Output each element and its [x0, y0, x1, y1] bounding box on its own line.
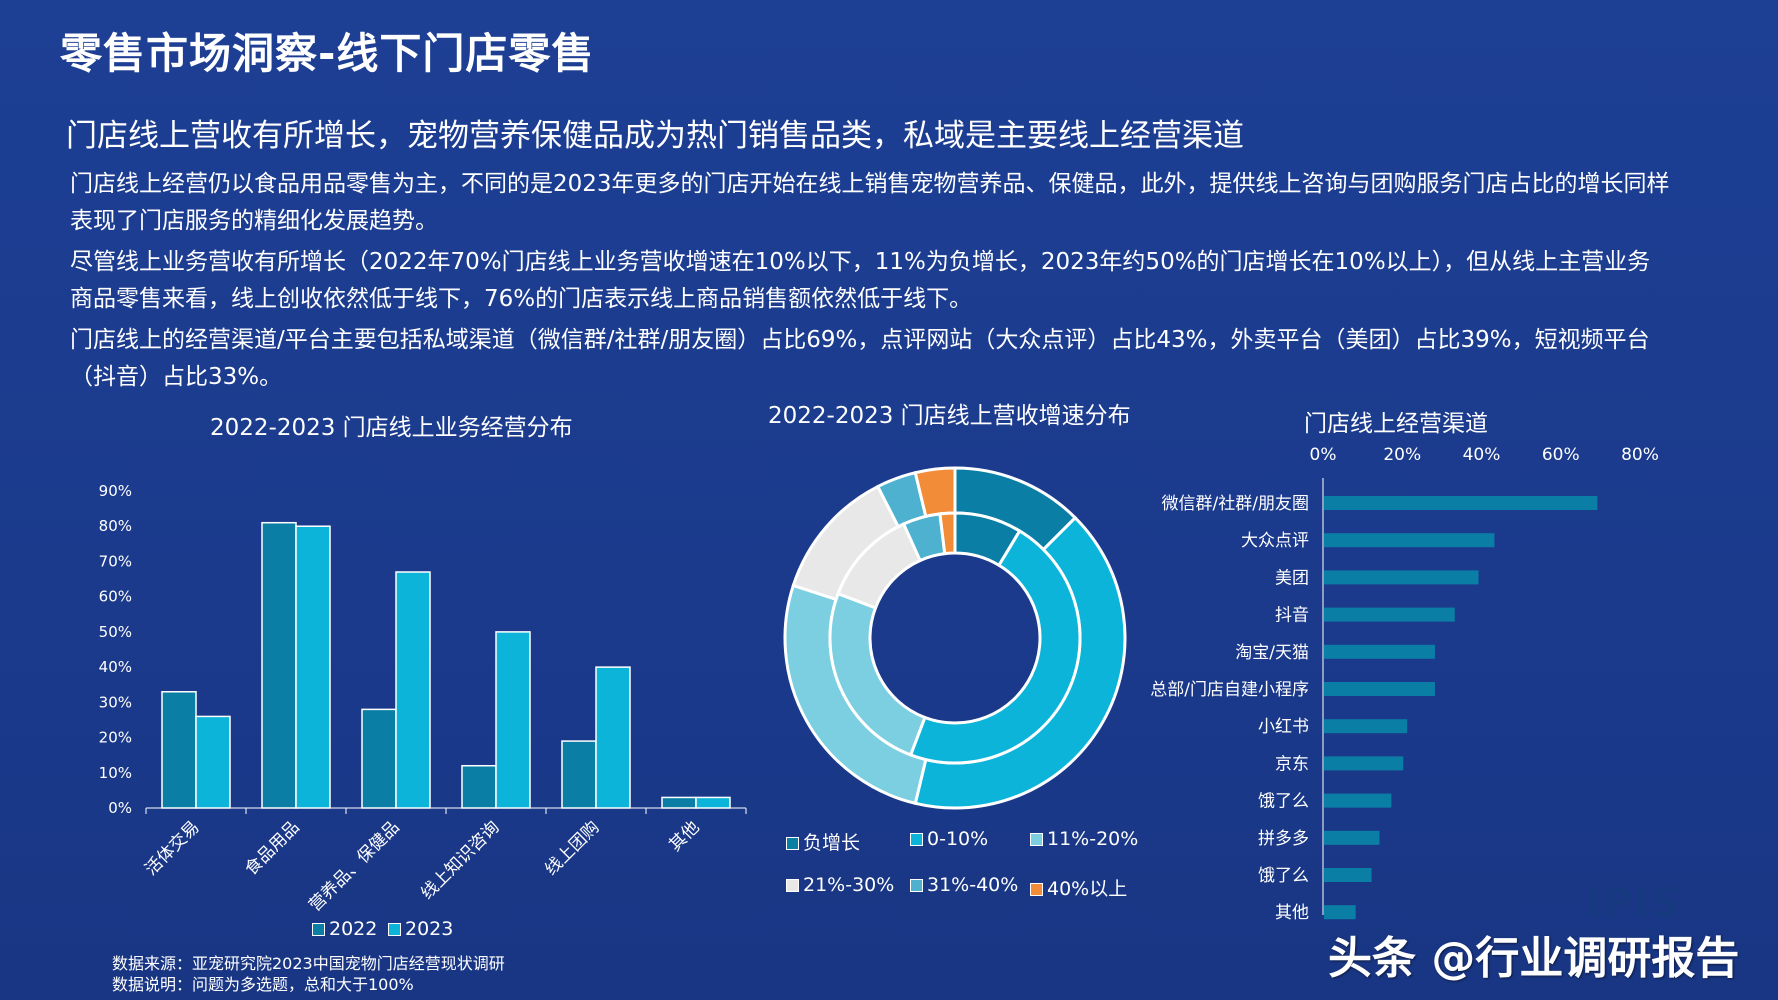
- y-category-label: 京东: [1275, 754, 1309, 774]
- hbar-6: [1324, 719, 1408, 734]
- legend-label-2022: 2022: [329, 918, 378, 940]
- legend-item-0-10: 0-10%: [910, 828, 988, 850]
- legend-item-21-30: 21%-30%: [786, 874, 894, 896]
- legend-swatch: [1030, 833, 1043, 846]
- x-category-label: 其他: [665, 817, 703, 855]
- legend-label: 31%-40%: [927, 874, 1019, 896]
- x-tick-label: 80%: [1621, 445, 1659, 465]
- legend-swatch: [910, 833, 923, 846]
- x-tick-label: 60%: [1542, 445, 1580, 465]
- legend-label: 负增长: [803, 832, 861, 854]
- hbar-10: [1324, 868, 1372, 882]
- donut-chart-title: 2022-2023 门店线上营收增速分布: [768, 403, 1131, 429]
- legend-item-2022: 2022: [312, 918, 377, 940]
- hbar-2: [1324, 570, 1479, 585]
- legend-swatch: [910, 879, 923, 892]
- hbar-1: [1324, 533, 1495, 548]
- bar-2023-5: [695, 796, 731, 809]
- hbar-8: [1324, 793, 1392, 808]
- bar-2023-0: [195, 715, 231, 809]
- business-distribution-bar-chart: 0% 10% 20% 30% 40% 50% 60% 70% 80% 90% 活体交易 食品用品 营养品…: [99, 482, 747, 916]
- legend-swatch-2023: [388, 923, 401, 936]
- legend-swatch-2022: [312, 923, 325, 936]
- data-explanation-note: 数据说明：问题为多选题，总和大于100%: [112, 975, 414, 994]
- bar-2022-3: [461, 764, 497, 809]
- legend-label: 11%-20%: [1047, 828, 1139, 850]
- donut-slice-2023-5: [938, 511, 957, 556]
- hbar-11: [1324, 905, 1356, 920]
- x-tick-label: 0%: [1310, 445, 1337, 465]
- x-category-label: 活体交易: [141, 817, 203, 879]
- y-tick-label: 20%: [99, 729, 132, 747]
- hbar-3: [1324, 607, 1455, 622]
- ipis-logo: IPIS: [1586, 880, 1682, 926]
- y-category-label: 美团: [1275, 568, 1309, 588]
- bar-2022-2: [361, 708, 397, 809]
- x-tick-label: 40%: [1463, 445, 1501, 465]
- y-category-label: 总部/门店自建小程序: [1150, 680, 1309, 700]
- legend-item-40-plus: 40%以上: [1030, 874, 1127, 901]
- bar-2022-1: [261, 521, 297, 809]
- bar-2023-4: [595, 666, 631, 809]
- y-category-label: 大众点评: [1241, 531, 1309, 551]
- bar-2023-1: [295, 525, 331, 809]
- y-tick-label: 10%: [99, 764, 132, 782]
- x-tick-label: 20%: [1383, 445, 1421, 465]
- y-category-label: 淘宝/天猫: [1235, 643, 1309, 663]
- y-tick-label: 70%: [99, 552, 132, 570]
- bar-2022-0: [161, 691, 197, 809]
- y-category-label: 饿了么: [1258, 866, 1309, 886]
- y-tick-label: 90%: [99, 482, 132, 500]
- y-tick-label: 40%: [99, 658, 132, 676]
- bar-chart-title: 2022-2023 门店线上业务经营分布: [210, 415, 573, 441]
- channel-horizontal-bar-chart: 0% 20% 40% 60% 80% 微信群/社群/朋友圈大众点评美团抖音淘宝/天猫总部/…: [1150, 445, 1659, 923]
- paragraph-2: 尽管线上业务营收有所增长（2022年70%门店线上业务营收增速在10%以下，11…: [70, 249, 1651, 312]
- hbar-chart-title: 门店线上经营渠道: [1304, 411, 1488, 437]
- bar-2022-5: [661, 796, 697, 809]
- bar-2023-2: [395, 571, 431, 809]
- y-category-label: 其他: [1275, 903, 1309, 923]
- y-tick-label: 0%: [108, 799, 132, 817]
- y-tick-label: 30%: [99, 693, 132, 711]
- y-tick-label: 80%: [99, 517, 132, 535]
- data-source-note: 数据来源：亚宠研究院2023中国宠物门店经营现状调研: [112, 954, 505, 973]
- legend-item-11-20: 11%-20%: [1030, 828, 1138, 850]
- revenue-growth-donut-chart: [783, 466, 1127, 810]
- y-category-label: 微信群/社群/朋友圈: [1162, 494, 1309, 514]
- donut-slice-2023-1: [908, 528, 1082, 765]
- hbar-7: [1324, 756, 1404, 771]
- subtitle: 门店线上营收有所增长，宠物营养保健品成为热门销售品类，私域是主要线上经营渠道: [66, 118, 1244, 154]
- legend-item-31-40: 31%-40%: [910, 874, 1018, 896]
- legend-swatch: [786, 879, 799, 892]
- x-category-label: 线上知识咨询: [417, 817, 503, 903]
- legend-label: 0-10%: [927, 828, 989, 850]
- legend-label: 40%以上: [1047, 878, 1128, 900]
- donut-chart-legend: 负增长 0-10% 11%-20% 21%-30% 31%-40% 40%以上: [786, 828, 1146, 908]
- paragraph-3: 门店线上的经营渠道/平台主要包括私域渠道（微信群/社群/朋友圈）占比69%，点评…: [70, 327, 1650, 390]
- x-category-label: 线上团购: [541, 817, 603, 879]
- slide-title: 零售市场洞察-线下门店零售: [60, 29, 595, 78]
- paragraph-1: 门店线上经营仍以食品用品零售为主，不同的是2023年更多的门店开始在线上销售宠物…: [70, 171, 1670, 234]
- legend-swatch: [786, 837, 799, 850]
- x-category-label: 营养品、保健品: [305, 817, 403, 915]
- x-category-label: 食品用品: [241, 817, 303, 879]
- y-tick-label: 50%: [99, 623, 132, 641]
- bar-2023-3: [495, 631, 531, 809]
- legend-label: 21%-30%: [803, 874, 895, 896]
- y-category-label: 拼多多: [1258, 829, 1309, 849]
- hbar-9: [1324, 830, 1380, 845]
- y-category-label: 抖音: [1275, 606, 1309, 626]
- legend-item-negative: 负增长: [786, 828, 860, 855]
- watermark: 头条 @行业调研报告: [1328, 933, 1740, 984]
- legend-label-2023: 2023: [405, 918, 454, 940]
- hbar-0: [1324, 496, 1598, 510]
- y-tick-label: 60%: [99, 588, 132, 606]
- legend-swatch: [1030, 883, 1043, 896]
- hbar-4: [1324, 644, 1435, 659]
- y-category-label: 小红书: [1258, 717, 1309, 737]
- bar-2022-4: [561, 740, 597, 809]
- legend-item-2023: 2023: [388, 918, 453, 940]
- hbar-5: [1324, 682, 1435, 696]
- y-category-label: 饿了么: [1258, 792, 1309, 812]
